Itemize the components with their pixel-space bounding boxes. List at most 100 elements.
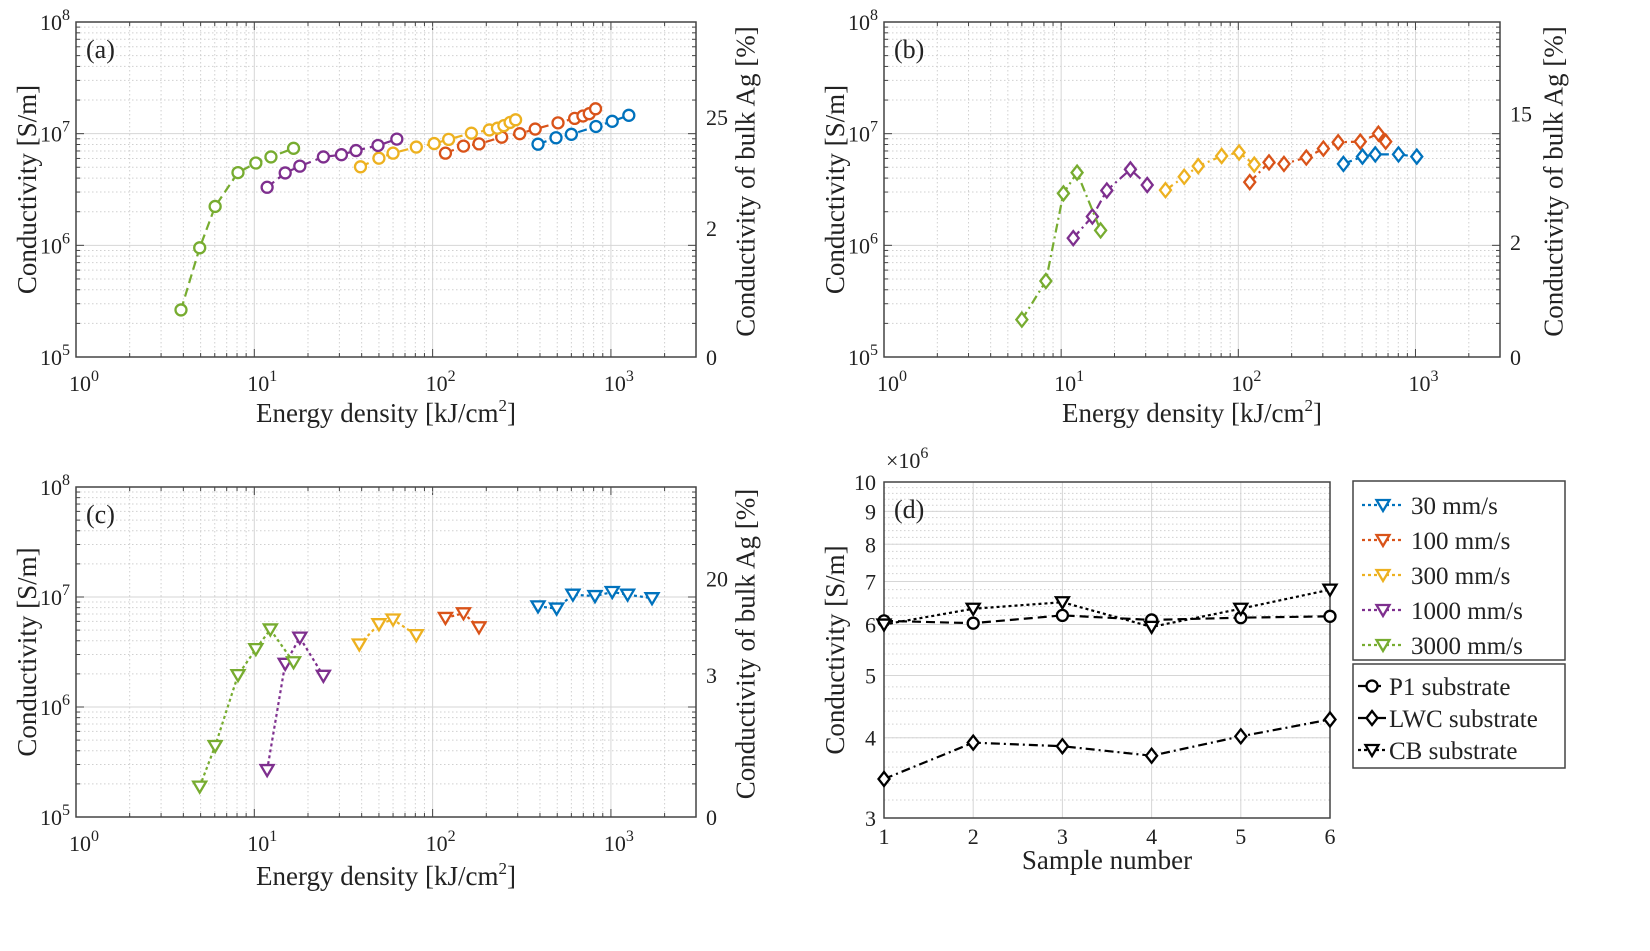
legend-label: 1000 mm/s <box>1411 598 1523 625</box>
y2-tick-label: 0 <box>706 805 717 830</box>
series-p1-substrate <box>877 608 1337 630</box>
data-point <box>427 136 441 151</box>
legend-item: P1 substrate <box>1358 674 1511 701</box>
legend-marker <box>1374 638 1392 654</box>
data-point <box>249 156 263 170</box>
grid <box>75 486 697 818</box>
series-line <box>883 588 1331 629</box>
data-point <box>247 642 265 658</box>
data-point <box>1353 132 1368 151</box>
data-point <box>877 770 891 788</box>
x-tick-label: 102 <box>426 828 456 856</box>
data-point <box>1316 139 1331 158</box>
data-point <box>386 146 400 160</box>
data-point <box>229 668 247 684</box>
data-point <box>353 160 368 174</box>
grid <box>883 481 1331 819</box>
data-point <box>350 638 368 653</box>
data-point <box>1233 727 1248 746</box>
data-point <box>1323 609 1337 623</box>
legend-item: 300 mm/s <box>1362 563 1510 590</box>
y2-tick-label: 20 <box>706 566 728 591</box>
legend-item: 30 mm/s <box>1362 493 1498 520</box>
x-tick-label: 2 <box>968 824 979 849</box>
data-point <box>231 165 245 180</box>
legend-marker <box>1365 709 1379 727</box>
series-line <box>883 718 1331 781</box>
legend-item: 3000 mm/s <box>1362 633 1523 660</box>
series-300-mm-s <box>1158 143 1262 200</box>
y-tick-label: 107 <box>40 582 70 610</box>
y-axis-label: Conductivity [S/m] <box>820 85 850 294</box>
data-point <box>1055 608 1070 623</box>
data-point <box>551 116 565 130</box>
data-point <box>1368 145 1383 164</box>
y2-tick-label: 2 <box>706 216 717 241</box>
data-point <box>1038 272 1053 290</box>
legend: 30 mm/s 100 mm/s 300 mm/s 1000 mm/s 3000 mm/… <box>1352 480 1566 769</box>
data-point <box>1066 229 1081 247</box>
series-1000-mm-s <box>260 132 404 194</box>
data-point <box>586 589 604 605</box>
data-point <box>1323 710 1337 729</box>
series-1000-mm-s <box>258 631 332 779</box>
data-point <box>441 132 456 147</box>
panel-a: 100 101 102 103 105 106 107 108 25 2 0 Energy densi… <box>12 7 761 428</box>
y-tick-label: 6 <box>865 613 876 638</box>
data-point <box>622 108 636 122</box>
x-tick-label: 6 <box>1325 824 1336 849</box>
legend-marker <box>1365 679 1379 693</box>
y2-tick-label: 0 <box>1510 345 1521 370</box>
data-point <box>1409 147 1424 166</box>
y2-axis-label: Conductivity of bulk Ag [%] <box>730 489 760 799</box>
y-axis-label: Conductivity [S/m] <box>12 547 42 756</box>
panel-label: (b) <box>894 35 924 64</box>
series-line <box>1072 167 1148 239</box>
data-point <box>1056 184 1071 203</box>
panel-label: (a) <box>86 35 115 64</box>
data-point <box>390 132 404 146</box>
panel-b: 100 101 102 103 105 106 107 108 15 2 0 Energy densi… <box>820 7 1569 428</box>
series-lwc-substrate <box>877 710 1337 788</box>
y2-tick-label: 2 <box>1510 230 1521 255</box>
x-axis-label: Sample number <box>1022 845 1192 875</box>
data-point <box>1143 620 1161 636</box>
x-tick-label: 103 <box>1408 368 1438 396</box>
data-point <box>1371 124 1386 143</box>
data-point <box>1070 163 1085 182</box>
y2-tick-label: 3 <box>706 663 717 688</box>
legend-label: LWC substrate <box>1389 706 1538 733</box>
series-line <box>358 618 417 646</box>
data-point <box>371 138 385 153</box>
data-point <box>603 585 621 601</box>
data-point <box>1053 596 1071 611</box>
data-point <box>1331 133 1346 152</box>
data-point <box>1014 310 1029 329</box>
series-3000-mm-s <box>174 141 301 317</box>
legend-marker <box>1374 498 1392 514</box>
data-point <box>1177 167 1192 186</box>
data-point <box>286 141 301 155</box>
data-point <box>966 616 980 630</box>
data-point <box>875 618 893 633</box>
x-tick-label: 101 <box>247 828 277 856</box>
y-tick-label: 8 <box>865 532 876 557</box>
y-tick-label: 9 <box>865 499 876 524</box>
y-tick-label: 107 <box>40 119 70 147</box>
data-point <box>454 607 473 622</box>
data-point <box>1214 147 1229 165</box>
series-3000-mm-s <box>1014 163 1108 329</box>
legend-box-substrates <box>1352 663 1566 769</box>
y-tick-label: 108 <box>40 472 70 500</box>
data-point <box>349 143 363 158</box>
panel-c: 100 101 102 103 105 106 107 108 20 3 0 Energy densi… <box>12 472 761 891</box>
series-100-mm-s <box>438 102 603 160</box>
data-point <box>588 102 603 116</box>
data-point <box>314 669 332 685</box>
panel-label: (c) <box>86 500 115 529</box>
data-point <box>549 131 563 145</box>
plot-frame <box>883 21 1501 358</box>
data-point <box>291 631 309 646</box>
y-tick-label: 7 <box>865 570 876 595</box>
data-point <box>966 733 981 752</box>
